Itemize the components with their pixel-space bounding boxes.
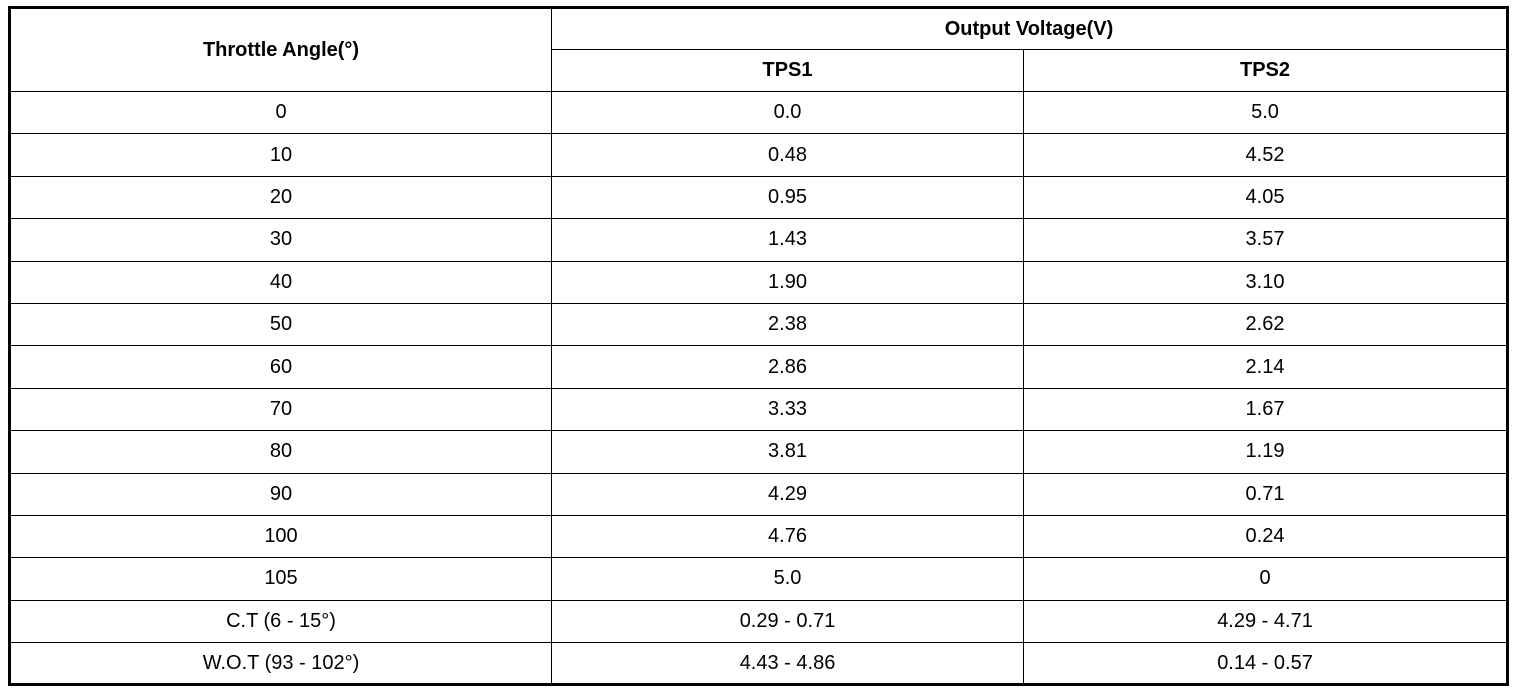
table-row: 70 3.33 1.67 <box>9 387 1508 432</box>
header-cell: Throttle Angle(°) <box>9 7 552 92</box>
table-row: W.O.T (93 - 102°) 4.43 - 4.86 0.14 - 0.57 <box>9 642 1508 686</box>
table-cell: 4.29 <box>551 472 1024 516</box>
table-cell: 50 <box>9 302 552 347</box>
table-cell: 4.43 - 4.86 <box>551 642 1024 686</box>
table-cell: 80 <box>9 430 552 474</box>
table-cell: 3.57 <box>1023 218 1508 262</box>
table-row: C.T (6 - 15°) 0.29 - 0.71 4.29 - 4.71 <box>9 599 1508 644</box>
table-row: 90 4.29 0.71 <box>9 472 1508 516</box>
table-cell: 30 <box>9 218 552 262</box>
table-cell: 1.43 <box>551 218 1024 262</box>
table-cell: 3.81 <box>551 430 1024 474</box>
table-cell: 0.24 <box>1023 514 1508 559</box>
table-cell: C.T (6 - 15°) <box>9 599 552 644</box>
table-cell: 0 <box>1023 557 1508 601</box>
table-row: 105 5.0 0 <box>9 557 1508 601</box>
table-cell: W.O.T (93 - 102°) <box>9 642 552 686</box>
table-cell: 0.29 - 0.71 <box>551 599 1024 644</box>
table-cell: 3.33 <box>551 387 1024 432</box>
table-cell: 60 <box>9 345 552 389</box>
table-cell: 0.14 - 0.57 <box>1023 642 1508 686</box>
table-cell: 4.29 - 4.71 <box>1023 599 1508 644</box>
voltage-table: Throttle Angle(°) Output Voltage(V) TPS1… <box>8 6 1509 687</box>
table-cell: 0.95 <box>551 175 1024 220</box>
table-cell: 2.14 <box>1023 345 1508 389</box>
table-cell: 0.48 <box>551 133 1024 177</box>
table-row: 30 1.43 3.57 <box>9 218 1508 262</box>
header-row: Throttle Angle(°) Output Voltage(V) <box>9 7 1508 92</box>
table-cell: 2.86 <box>551 345 1024 389</box>
table-row: 100 4.76 0.24 <box>9 514 1508 559</box>
table-cell: 0.0 <box>551 90 1024 135</box>
table-row: 0 0.0 5.0 <box>9 90 1508 135</box>
table-cell: 0 <box>9 90 552 135</box>
table-cell: 70 <box>9 387 552 432</box>
table-body: 0 0.0 5.0 10 0.48 4.52 20 0.95 4.05 30 1.43 3.57 40 1… <box>9 90 1508 686</box>
table-cell: 1.67 <box>1023 387 1508 432</box>
table-cell: 2.38 <box>551 302 1024 347</box>
table-cell: 0.71 <box>1023 472 1508 516</box>
table-cell: 1.19 <box>1023 430 1508 474</box>
table-cell: 20 <box>9 175 552 220</box>
table-row: 50 2.38 2.62 <box>9 302 1508 347</box>
table-cell: 1.90 <box>551 260 1024 304</box>
table-cell: 105 <box>9 557 552 601</box>
table-cell: 4.52 <box>1023 133 1508 177</box>
table-cell: 10 <box>9 133 552 177</box>
table-cell: 4.76 <box>551 514 1024 559</box>
table-row: 40 1.90 3.10 <box>9 260 1508 304</box>
table-cell: 5.0 <box>551 557 1024 601</box>
table-row: 80 3.81 1.19 <box>9 430 1508 474</box>
table-cell: 5.0 <box>1023 90 1508 135</box>
header-cell: Output Voltage(V) <box>551 7 1508 50</box>
table-cell: 2.62 <box>1023 302 1508 347</box>
header-row: TPS1 TPS2 <box>10 49 1508 92</box>
table-cell: 40 <box>9 260 552 304</box>
table-row: 20 0.95 4.05 <box>9 175 1508 220</box>
table-row: 10 0.48 4.52 <box>9 133 1508 177</box>
table-cell: 90 <box>9 472 552 516</box>
table-cell: 4.05 <box>1023 175 1508 220</box>
table-row: 60 2.86 2.14 <box>9 345 1508 389</box>
table-cell: 100 <box>9 514 552 559</box>
table-cell: 3.10 <box>1023 260 1508 304</box>
header-cell: TPS1 <box>551 49 1024 92</box>
header-cell: TPS2 <box>1023 49 1508 92</box>
